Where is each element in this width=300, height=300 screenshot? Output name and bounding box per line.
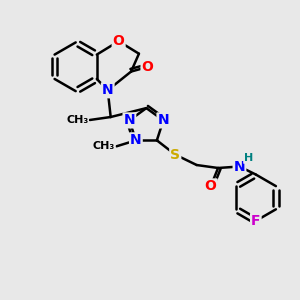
Text: O: O [113,34,124,48]
Text: N: N [124,113,135,128]
Text: N: N [158,113,169,128]
Text: O: O [142,60,153,74]
Text: O: O [205,179,217,194]
Text: CH₃: CH₃ [66,115,88,125]
Text: F: F [251,214,261,228]
Text: N: N [130,134,142,147]
Text: CH₃: CH₃ [93,141,115,151]
Text: S: S [170,148,180,162]
Text: N: N [234,160,245,173]
Text: H: H [244,153,253,163]
Text: N: N [102,83,113,97]
